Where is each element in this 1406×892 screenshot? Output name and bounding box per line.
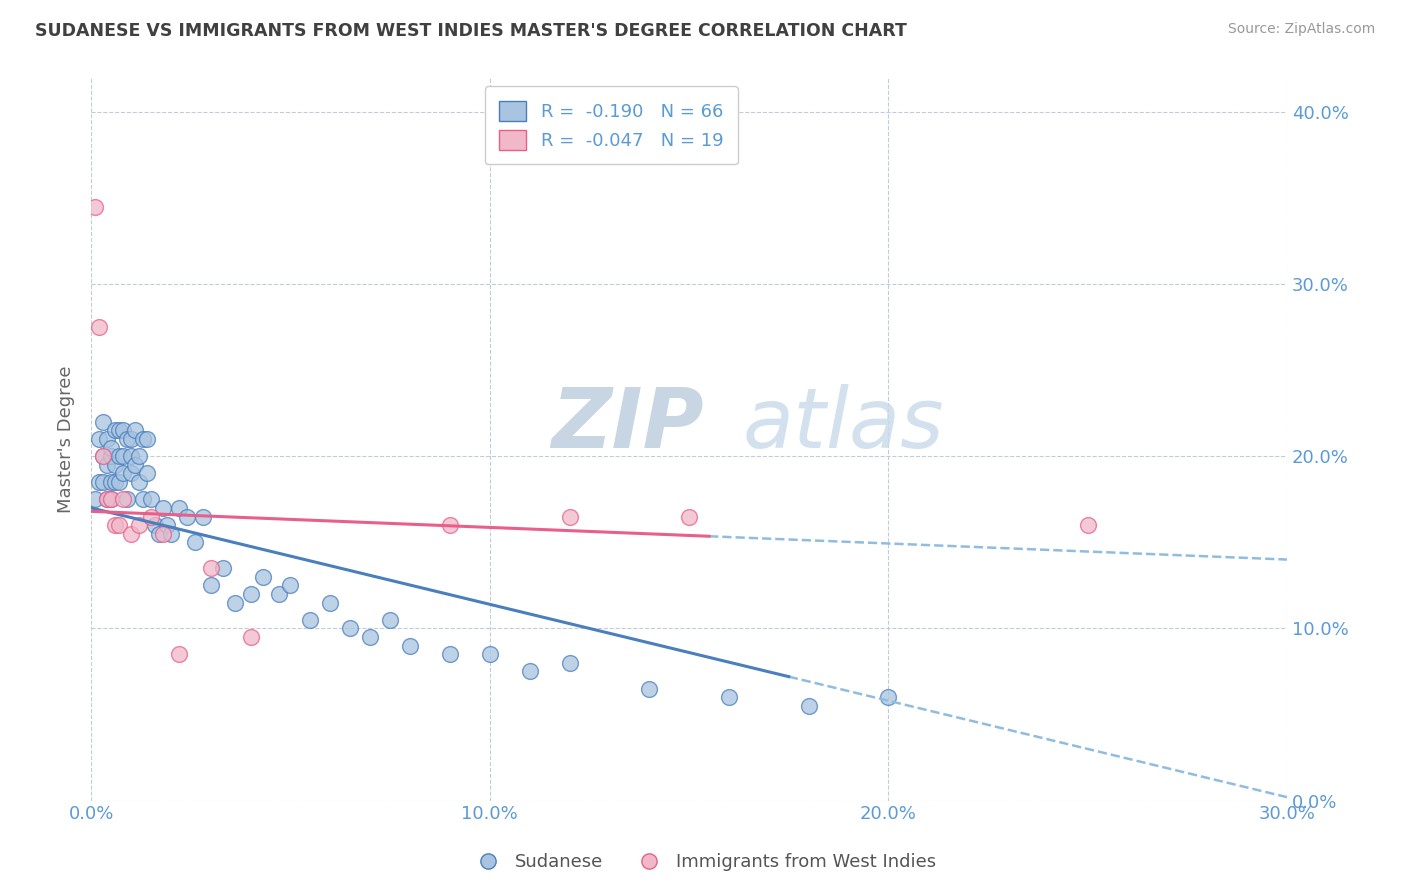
Point (439, 647, 461, 661)
Point (638, 681, 661, 696)
Point (176, 509, 198, 524)
Point (132, 492, 155, 507)
Point (96, 492, 118, 507)
Point (224, 596, 246, 610)
Point (1077, 518, 1099, 533)
Point (89, 475, 111, 489)
Point (558, 509, 581, 524)
Point (120, 526, 142, 541)
Point (120, 467, 142, 481)
Point (104, 475, 127, 489)
Point (359, 630, 381, 644)
Point (478, 647, 501, 661)
Point (267, 587, 290, 601)
Point (100, 475, 122, 489)
Point (104, 458, 127, 472)
Point (100, 441, 122, 455)
Point (112, 467, 135, 481)
Point (108, 424, 131, 438)
Point (91, 449, 114, 463)
Point (152, 526, 174, 541)
Point (156, 518, 179, 533)
Point (115, 492, 138, 507)
Text: atlas: atlas (742, 384, 945, 465)
Point (200, 561, 222, 575)
Point (132, 432, 155, 446)
Point (439, 518, 461, 533)
Point (252, 570, 274, 584)
Point (280, 578, 302, 592)
Point (339, 622, 361, 636)
Point (108, 518, 131, 533)
Legend: Sudanese, Immigrants from West Indies: Sudanese, Immigrants from West Indies (463, 847, 943, 879)
Point (124, 424, 146, 438)
Point (558, 656, 581, 670)
Point (89, 432, 111, 446)
Point (84, 492, 107, 507)
Point (96, 432, 118, 446)
Point (104, 424, 127, 438)
Point (128, 518, 150, 533)
Point (84, 200, 107, 214)
Point (877, 690, 900, 705)
Point (115, 432, 138, 446)
Point (678, 509, 700, 524)
Point (128, 449, 150, 463)
Point (96, 458, 118, 472)
Point (139, 509, 162, 524)
Point (319, 596, 342, 610)
Point (239, 587, 262, 601)
Point (184, 535, 207, 549)
Point (128, 475, 150, 489)
Point (96, 492, 118, 507)
Point (299, 613, 322, 627)
Point (100, 492, 122, 507)
Point (112, 424, 135, 438)
Point (717, 690, 740, 705)
Point (91, 475, 114, 489)
Point (112, 492, 135, 507)
Point (100, 449, 122, 463)
Point (239, 630, 262, 644)
Point (200, 578, 222, 592)
Point (91, 449, 114, 463)
Point (136, 467, 159, 481)
Point (100, 492, 122, 507)
Text: Source: ZipAtlas.com: Source: ZipAtlas.com (1227, 22, 1375, 37)
Point (104, 518, 127, 533)
Point (211, 561, 233, 575)
Point (148, 526, 170, 541)
Point (378, 613, 401, 627)
Point (139, 492, 162, 507)
Point (108, 449, 131, 463)
Point (167, 500, 190, 515)
Point (797, 698, 820, 713)
Legend: R =  -0.190   N = 66, R =  -0.047   N = 19: R = -0.190 N = 66, R = -0.047 N = 19 (485, 87, 738, 164)
Point (91, 415, 114, 429)
Point (136, 432, 159, 446)
Point (89, 320, 111, 334)
Point (167, 647, 190, 661)
Point (120, 449, 142, 463)
Point (191, 509, 214, 524)
Point (120, 432, 142, 446)
Y-axis label: Master's Degree: Master's Degree (58, 366, 75, 513)
Point (112, 449, 135, 463)
Point (399, 639, 422, 653)
Text: ZIP: ZIP (551, 384, 704, 465)
Point (160, 526, 183, 541)
Point (124, 458, 146, 472)
Point (108, 475, 131, 489)
Text: SUDANESE VS IMMIGRANTS FROM WEST INDIES MASTER'S DEGREE CORRELATION CHART: SUDANESE VS IMMIGRANTS FROM WEST INDIES … (35, 22, 907, 40)
Point (152, 500, 174, 515)
Point (143, 518, 166, 533)
Point (519, 665, 541, 679)
